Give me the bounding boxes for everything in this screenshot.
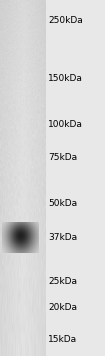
Text: 37kDa: 37kDa: [48, 233, 77, 242]
Text: 150kDa: 150kDa: [48, 74, 83, 83]
Text: 75kDa: 75kDa: [48, 153, 77, 162]
Text: 100kDa: 100kDa: [48, 120, 83, 129]
Text: 25kDa: 25kDa: [48, 277, 77, 286]
Text: 50kDa: 50kDa: [48, 199, 77, 208]
Text: 20kDa: 20kDa: [48, 303, 77, 312]
Text: 15kDa: 15kDa: [48, 335, 77, 344]
Text: 250kDa: 250kDa: [48, 16, 83, 25]
